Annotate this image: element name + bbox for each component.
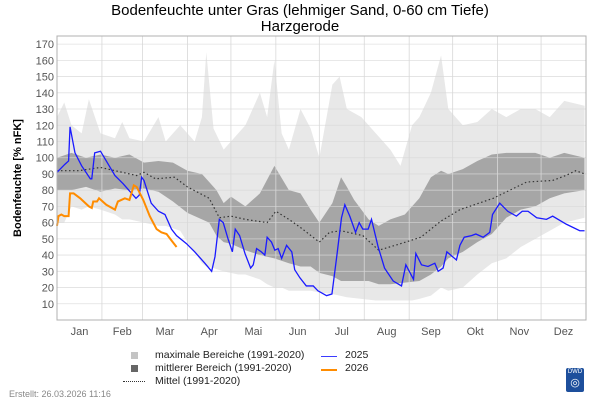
y-tick-label: 130	[36, 104, 54, 116]
y-tick-label: 20	[42, 283, 54, 295]
legend-label-mean: Mittel (1991-2020)	[155, 375, 241, 387]
legend-swatch-max-band	[131, 352, 138, 359]
y-tick-label: 60	[42, 218, 54, 230]
series-2026-line	[56, 183, 178, 248]
dwd-logo: DWD ◎	[566, 368, 584, 392]
y-tick-label: 170	[36, 39, 54, 51]
y-tick-label: 70	[42, 201, 54, 213]
y-tick-label: 80	[42, 185, 54, 197]
y-tick-label: 160	[36, 55, 54, 67]
x-tick-label-okt: Okt	[467, 326, 484, 338]
mean-line	[57, 166, 585, 251]
x-tick-label-feb: Feb	[113, 326, 132, 338]
legend-label-mid-band: mittlerer Bereich (1991-2020)	[155, 362, 292, 374]
x-tick-label-mai: Mai	[245, 326, 263, 338]
legend-swatch-2026	[321, 369, 337, 371]
created-timestamp: Erstellt: 26.03.2026 11:16	[9, 389, 111, 399]
x-tick-label-jun: Jun	[289, 326, 307, 338]
x-tick-label-jul: Jul	[335, 326, 349, 338]
y-tick-label: 50	[42, 234, 54, 246]
y-tick-label: 10	[42, 299, 54, 311]
legend-swatch-mean	[123, 381, 145, 382]
chart-title: Bodenfeuchte unter Gras (lehmiger Sand, …	[111, 2, 489, 19]
x-tick-label-dez: Dez	[554, 326, 574, 338]
chart-subtitle: Harzgerode	[260, 18, 340, 35]
legend-swatch-mid-band	[131, 365, 138, 372]
y-tick-label: 30	[42, 266, 54, 278]
x-tick-label-apr: Apr	[201, 326, 218, 338]
x-tick-label-mar: Mar	[155, 326, 174, 338]
y-tick-label: 110	[36, 136, 54, 148]
legend-label-max-band: maximale Bereiche (1991-2020)	[155, 349, 305, 361]
y-tick-label: 140	[36, 88, 54, 100]
x-tick-label-jan: Jan	[71, 326, 89, 338]
y-tick-label: 90	[42, 169, 54, 181]
x-tick-label-sep: Sep	[421, 326, 441, 338]
legend-label-2026: 2026	[345, 362, 369, 374]
plot-border	[56, 35, 587, 321]
y-tick-label: 40	[42, 250, 54, 262]
legend-swatch-2025	[321, 356, 337, 357]
y-axis-label: Bodenfeuchte [% nFK]	[12, 119, 24, 237]
y-tick-label: 100	[36, 153, 54, 165]
y-tick-label: 150	[36, 72, 54, 84]
legend-label-2025: 2025	[345, 349, 369, 361]
y-tick-label: 120	[36, 120, 54, 132]
x-tick-label-nov: Nov	[510, 326, 530, 338]
x-tick-label-aug: Aug	[377, 326, 397, 338]
series-2025-line	[56, 126, 585, 297]
